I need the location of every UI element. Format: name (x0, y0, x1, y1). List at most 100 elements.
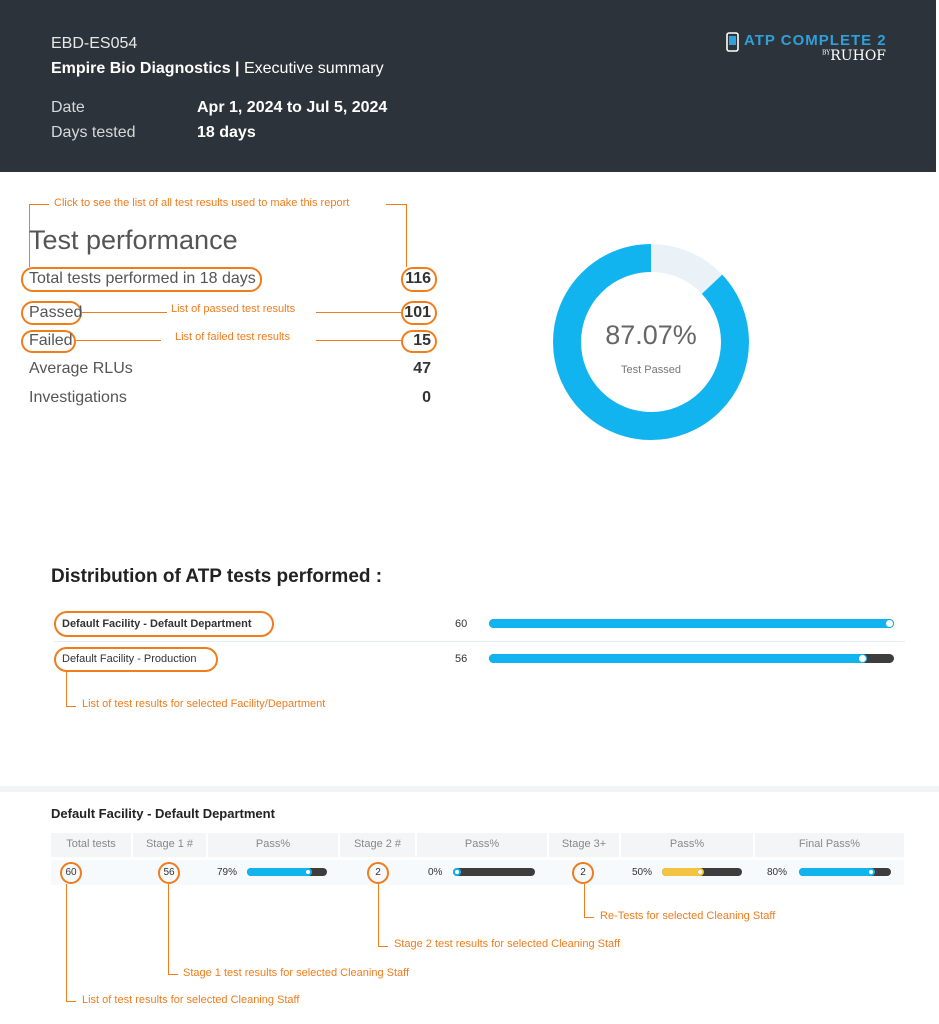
col-stage3-count: Stage 3+ (561, 838, 607, 850)
header-cell (340, 833, 415, 857)
facility-row-link[interactable] (54, 611, 274, 637)
report-type: Executive summary (243, 60, 384, 77)
atp-complete-logo: ATP COMPLETE 2 BYRUHOF (726, 32, 896, 72)
average-rlus-value: 47 (413, 360, 431, 377)
investigations-label: Investigations (29, 389, 127, 406)
bar-fill (662, 868, 702, 876)
col-stage2-pass: Pass% (464, 838, 500, 850)
annotation-line (378, 946, 388, 947)
annotation-staff: List of test results for selected Cleani… (82, 994, 300, 1006)
annotation-line (378, 884, 379, 947)
col-stage2-count: Stage 2 # (353, 838, 402, 850)
annotation-line (29, 204, 30, 267)
row-divider (54, 641, 905, 642)
stage1-pass-bar (247, 868, 327, 876)
logo-brand-line: BYRUHOF (822, 48, 886, 64)
pass-rate-donut (553, 244, 749, 440)
annotation-line (66, 706, 76, 707)
failed-value-link[interactable] (401, 330, 437, 353)
header-cell (621, 833, 753, 857)
bar-knob (453, 868, 461, 876)
date-label: Date (51, 99, 85, 116)
passed-label: Passed (29, 304, 83, 321)
bar-knob (696, 868, 704, 876)
annotation-failed: List of failed test results (175, 331, 290, 343)
bar-fill (489, 619, 894, 628)
annotation-line (316, 340, 401, 341)
annotation-stage1: Stage 1 test results for selected Cleani… (183, 967, 410, 979)
stage2-count-link[interactable]: 2 (367, 862, 389, 884)
device-icon (726, 32, 739, 52)
bar-fill (799, 868, 873, 876)
annotation-passed: List of passed test results (171, 303, 296, 315)
report-header: EBD-ES054 Empire Bio Diagnostics | Execu… (0, 0, 936, 172)
total-tests-value-link[interactable] (401, 267, 437, 292)
col-stage3-pass: Pass% (669, 838, 705, 850)
company-name: Empire Bio Diagnostics (51, 60, 231, 77)
facility-row-count: 56 (455, 653, 468, 665)
failed-value: 15 (413, 332, 431, 349)
total-tests-link[interactable]: 60 (60, 862, 82, 884)
annotation-retests: Re-Tests for selected Cleaning Staff (600, 910, 776, 922)
facility-row-name: Default Facility - Default Department (62, 618, 252, 630)
header-cell (417, 833, 547, 857)
annotation-all-results: Click to see the list of all test result… (54, 197, 350, 209)
passed-link[interactable] (21, 301, 82, 325)
stage1-pass-value: 79% (217, 867, 238, 878)
title-separator: | (235, 60, 240, 77)
days-tested-label: Days tested (51, 124, 136, 141)
failed-link[interactable] (21, 330, 76, 353)
bar-fill (247, 868, 310, 876)
stage1-count-link[interactable]: 56 (158, 862, 180, 884)
bar-knob (867, 868, 875, 876)
annotation-line (82, 312, 167, 313)
annotation-line (316, 312, 401, 313)
final-pass-bar (799, 868, 891, 876)
annotation-facility: List of test results for selected Facili… (82, 698, 326, 710)
test-performance-title: Test performance (29, 225, 238, 255)
annotation-line (584, 917, 594, 918)
average-rlus-label: Average RLUs (29, 360, 133, 377)
donut-caption: Test Passed (621, 364, 681, 376)
stage2-pass-value: 0% (428, 867, 443, 878)
facility-row-count: 60 (455, 618, 468, 630)
stage3-count-link[interactable]: 2 (572, 862, 594, 884)
logo-main-text: ATP COMPLETE 2 (744, 32, 887, 49)
total-tests-label: Total tests performed in 18 days (29, 270, 256, 287)
days-tested-value: 18 days (197, 124, 256, 141)
facility-row-bar (489, 654, 894, 663)
annotation-line (168, 974, 178, 975)
annotation-stage2: Stage 2 test results for selected Cleani… (394, 938, 621, 950)
col-stage1-pass: Pass% (255, 838, 291, 850)
department-title: Default Facility - Default Department (51, 806, 275, 821)
passed-value-link[interactable] (401, 301, 437, 325)
donut-percent: 87.07% (605, 320, 697, 350)
annotation-line (76, 340, 161, 341)
investigations-value: 0 (422, 389, 431, 406)
annotation-line (66, 1001, 76, 1002)
bar-knob (858, 654, 867, 663)
annotation-line (168, 884, 169, 975)
annotation-line (584, 884, 585, 918)
logo-by: BY (822, 49, 831, 57)
annotation-line (66, 672, 67, 707)
bar-knob (885, 619, 894, 628)
report-company-line: Empire Bio Diagnostics | Executive summa… (51, 60, 384, 78)
distribution-title: Distribution of ATP tests performed : (51, 566, 383, 587)
col-final-pass: Final Pass% (798, 838, 861, 850)
failed-label: Failed (29, 332, 73, 349)
annotation-line (66, 884, 67, 1002)
header-cell (208, 833, 338, 857)
annotation-line (386, 204, 407, 205)
stage3-pass-bar (662, 868, 742, 876)
annotation-line (406, 204, 407, 267)
logo-brand: RUHOF (830, 48, 887, 64)
col-total-tests: Total tests (66, 838, 116, 850)
facility-row-link[interactable] (54, 647, 218, 672)
header-cell (755, 833, 904, 857)
col-stage1-count: Stage 1 # (145, 838, 194, 850)
stage2-pass-bar (453, 868, 535, 876)
date-value: Apr 1, 2024 to Jul 5, 2024 (197, 99, 388, 116)
total-tests-link[interactable] (21, 267, 262, 292)
header-cell (549, 833, 619, 857)
